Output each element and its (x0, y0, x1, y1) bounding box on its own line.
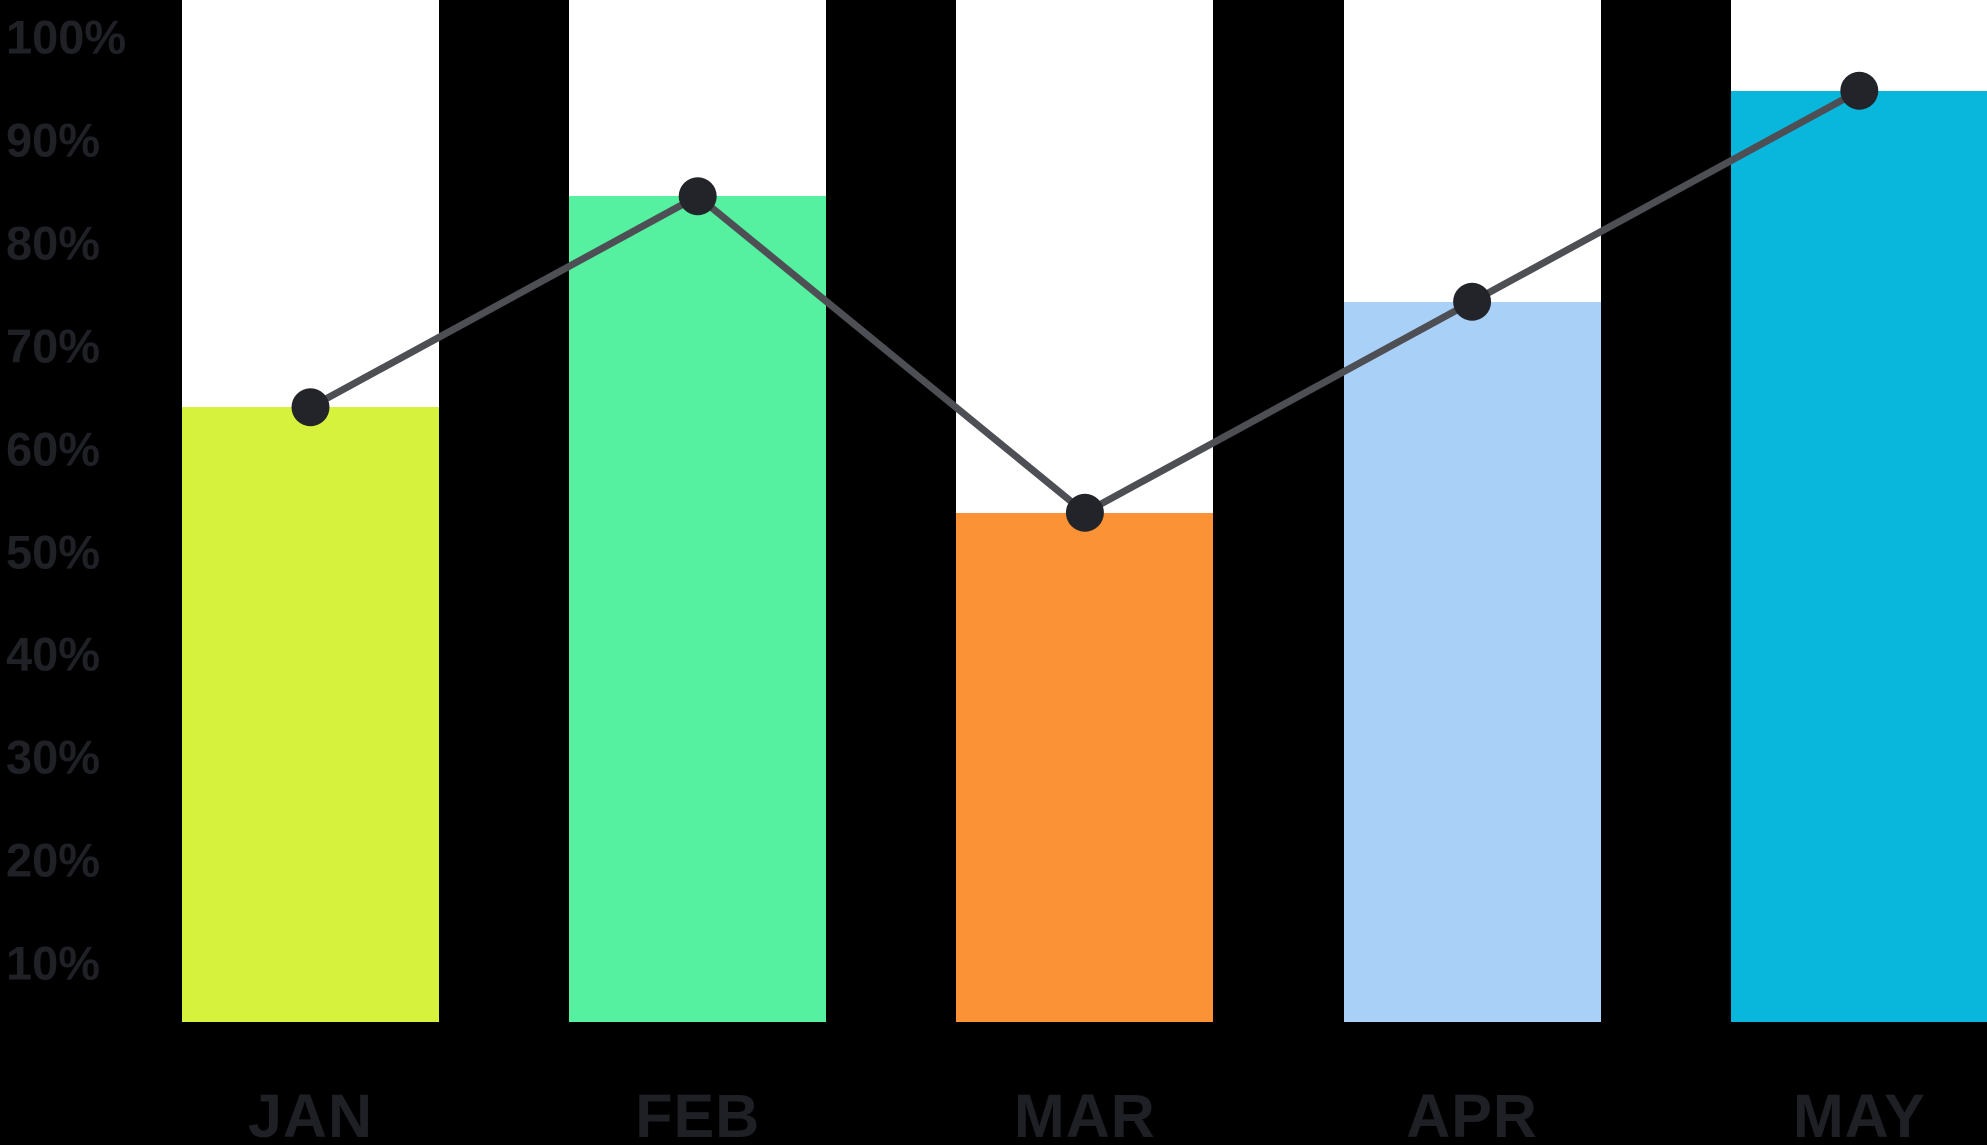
value-bar-feb (569, 196, 827, 1022)
value-bar-apr (1343, 301, 1601, 1022)
y-tick-label: 90% (6, 113, 101, 167)
chart-column (569, 0, 827, 1022)
y-tick-label: 20% (6, 833, 101, 887)
x-tick-label-apr: APR (1406, 1082, 1538, 1145)
x-tick-label-mar: MAR (1013, 1082, 1156, 1145)
chart-column (1343, 0, 1601, 1022)
y-tick-label: 30% (6, 730, 101, 784)
y-tick-label: 70% (6, 319, 101, 373)
y-tick-label: 10% (6, 936, 101, 990)
y-tick-label: 60% (6, 422, 101, 476)
value-bar-mar (956, 512, 1214, 1022)
x-tick-label-may: MAY (1792, 1082, 1926, 1145)
x-tick-label-feb: FEB (635, 1082, 761, 1145)
y-tick-label: 100% (6, 10, 127, 64)
y-tick-label: 40% (6, 627, 101, 681)
y-tick-label: 80% (6, 216, 101, 270)
chart-column (956, 0, 1214, 1022)
chart-column (182, 0, 439, 1022)
y-tick-label: 50% (6, 525, 101, 578)
x-tick-label-jan: JAN (247, 1082, 374, 1145)
value-bar-jan (182, 407, 439, 1022)
value-bar-may (1730, 90, 1987, 1022)
chart-column (1730, 0, 1987, 1022)
